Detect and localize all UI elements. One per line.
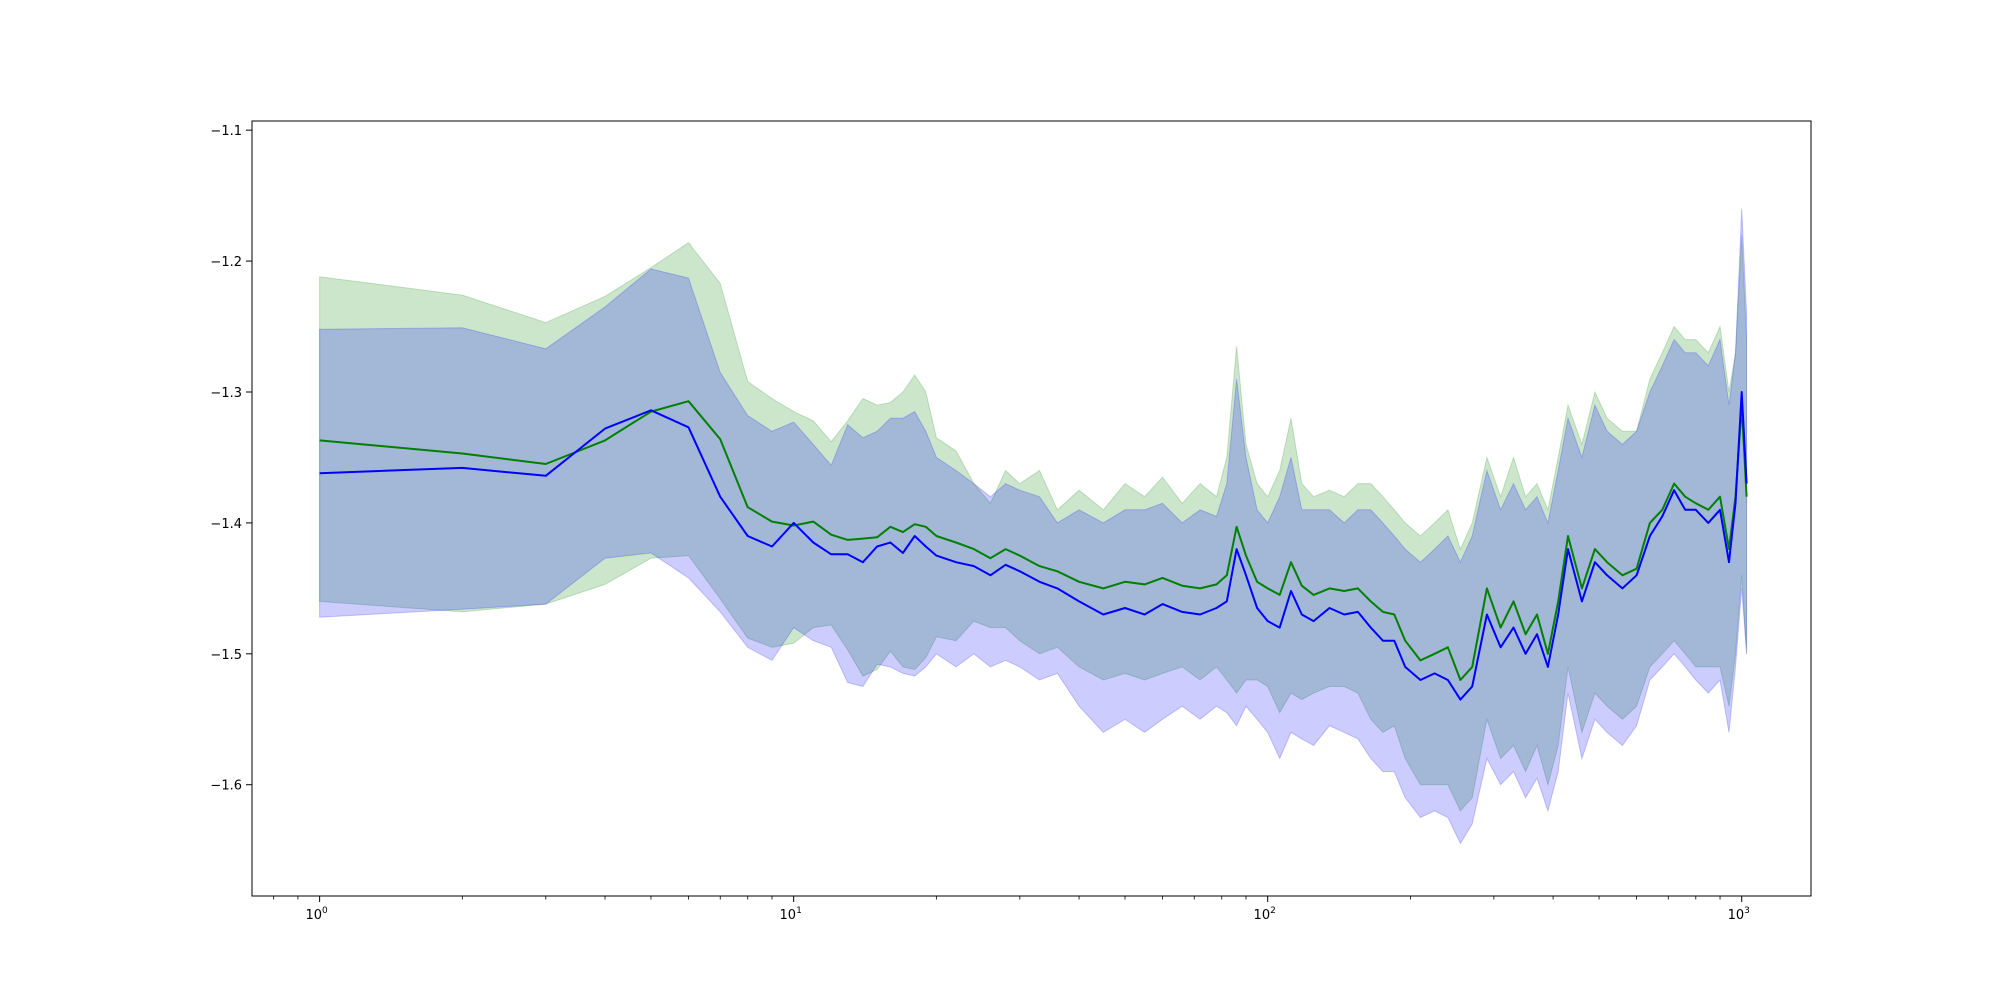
x-tick-label: 100 [305,906,328,923]
y-tick-label: −1.3 [210,386,242,401]
y-axis: −1.6 −1.5 −1.4 −1.3 −1.2 −1.1 [210,124,252,794]
plot-frame [251,120,1812,897]
series-lines [319,391,1748,701]
x-axis: 100 101 102 103 [273,896,1750,923]
y-tick-label: −1.1 [210,124,242,139]
y-tick-label: −1.2 [210,255,242,270]
x-tick-label: 103 [1728,906,1750,923]
y-tick-label: −1.5 [210,648,242,663]
series-2-band [319,208,1748,845]
x-tick-label: 101 [780,906,802,923]
y-tick-label: −1.6 [210,779,242,794]
y-tick-label: −1.4 [210,517,242,532]
series-1-band [319,234,1748,812]
series-2-line [319,391,1748,701]
confidence-bands [319,208,1748,845]
series-1-line [319,400,1748,681]
x-tick-label: 102 [1254,906,1276,923]
